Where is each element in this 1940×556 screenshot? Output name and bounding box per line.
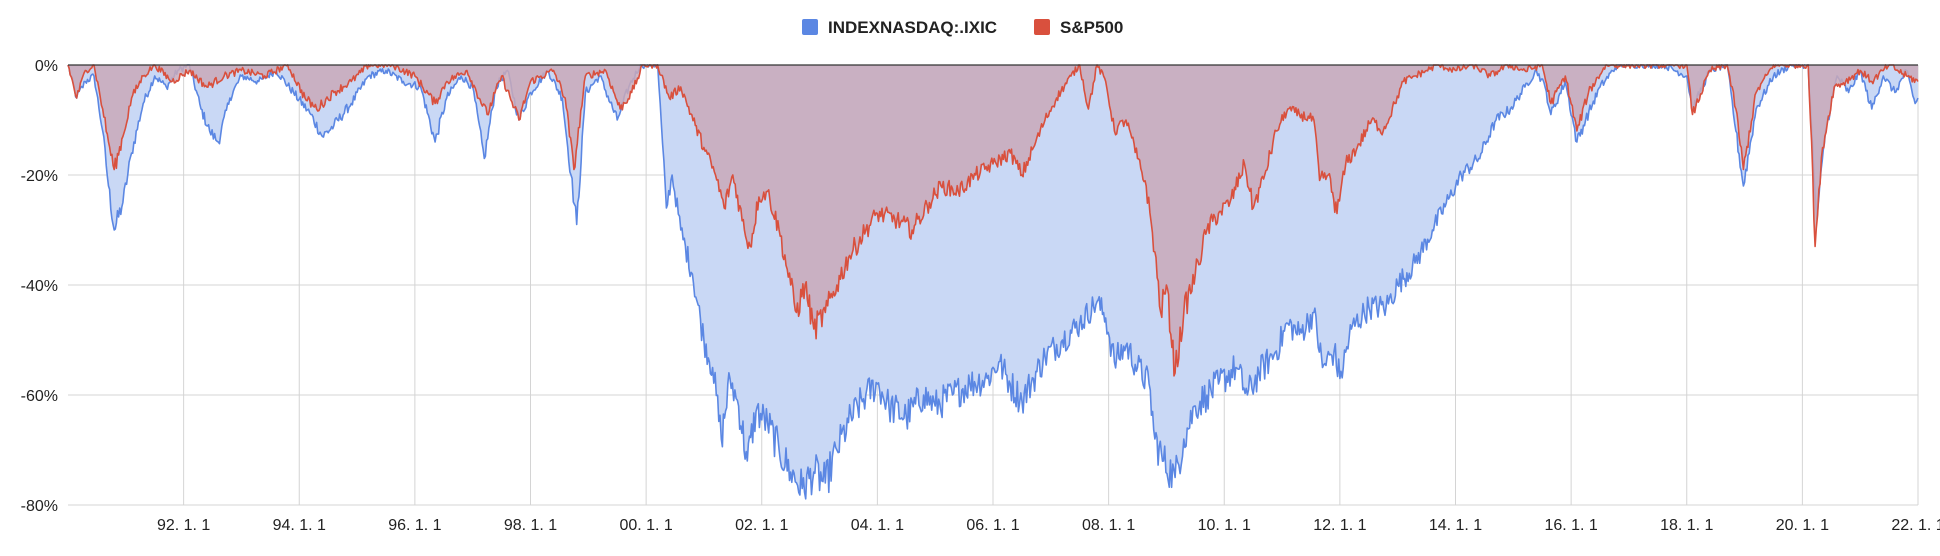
- x-tick-label: 92. 1. 1: [157, 517, 210, 534]
- y-tick-label: 0%: [35, 58, 58, 75]
- legend: INDEXNASDAQ:.IXIC S&P500: [802, 18, 1123, 37]
- x-tick-label: 94. 1. 1: [273, 517, 326, 534]
- axes: 0% -20% -40% -60% -80% 92. 1. 1 94. 1. 1 96. 1.…: [21, 58, 1940, 534]
- legend-label-0: INDEXNASDAQ:.IXIC: [828, 18, 997, 37]
- y-tick-label: -80%: [21, 498, 58, 515]
- legend-swatch-1: [1034, 19, 1050, 35]
- x-tick-label: 16. 1. 1: [1544, 517, 1597, 534]
- x-tick-label: 00. 1. 1: [619, 517, 672, 534]
- x-tick-label: 20. 1. 1: [1776, 517, 1829, 534]
- series-line-1: [67, 64, 1919, 377]
- legend-swatch-0: [802, 19, 818, 35]
- legend-label-1: S&P500: [1060, 18, 1123, 37]
- x-tick-label: 96. 1. 1: [388, 517, 441, 534]
- x-tick-label: 22. 1. 1: [1891, 517, 1940, 534]
- series-area-0: [68, 65, 1918, 499]
- x-tick-label: 02. 1. 1: [735, 517, 788, 534]
- y-tick-label: -40%: [21, 278, 58, 295]
- y-tick-label: -20%: [21, 168, 58, 185]
- x-tick-label: 12. 1. 1: [1313, 517, 1366, 534]
- series-area-1: [68, 65, 1918, 376]
- x-tick-label: 06. 1. 1: [966, 517, 1019, 534]
- x-tick-label: 08. 1. 1: [1082, 517, 1135, 534]
- series-areas: [67, 64, 1919, 500]
- x-tick-label: 10. 1. 1: [1198, 517, 1251, 534]
- x-tick-label: 04. 1. 1: [851, 517, 904, 534]
- series-line-0: [67, 64, 1919, 500]
- x-tick-label: 98. 1. 1: [504, 517, 557, 534]
- x-tick-label: 18. 1. 1: [1660, 517, 1713, 534]
- y-tick-label: -60%: [21, 388, 58, 405]
- x-tick-label: 14. 1. 1: [1429, 517, 1482, 534]
